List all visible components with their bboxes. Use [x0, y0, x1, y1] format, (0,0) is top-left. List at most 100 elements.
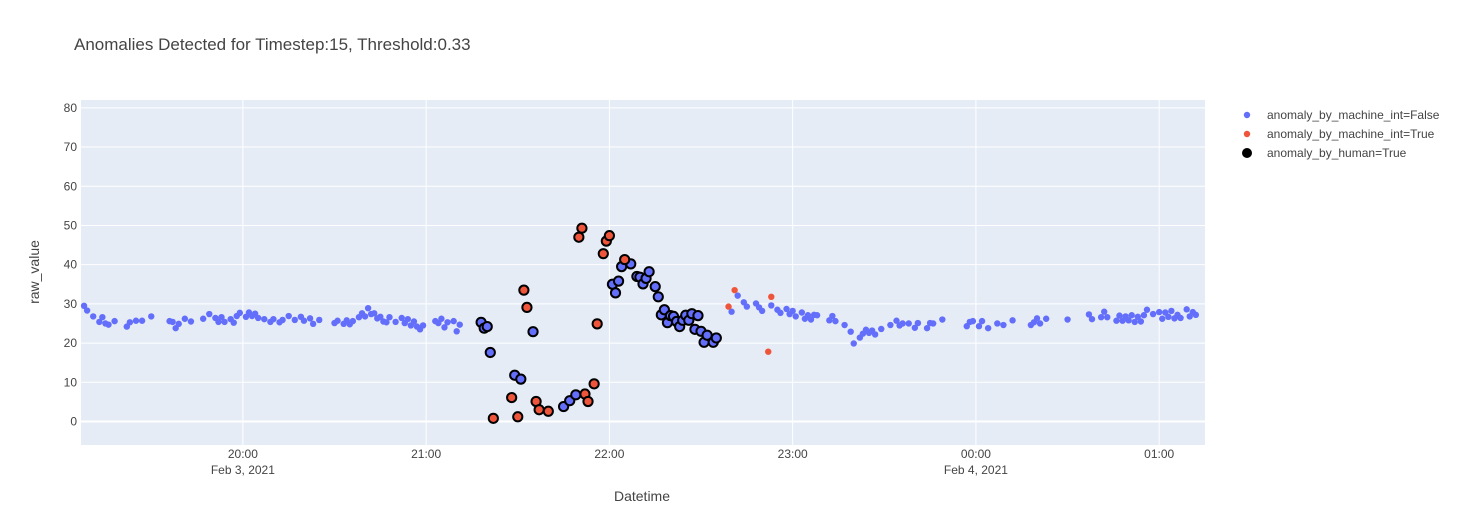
- point-machine-false: [111, 317, 118, 325]
- point-human-anomaly: [481, 321, 493, 333]
- point-machine-false: [438, 315, 445, 322]
- point-machine-false: [392, 318, 399, 326]
- point-machine-false: [361, 313, 369, 320]
- x-tick-date-label: Feb 3, 2021: [211, 463, 275, 477]
- x-tick-label: 01:00: [1144, 447, 1174, 461]
- point-machine-false: [1085, 311, 1093, 318]
- point-machine-false: [1125, 317, 1132, 324]
- point-machine-false: [878, 325, 885, 333]
- point-machine-false: [1104, 313, 1111, 321]
- y-axis-title: raw_value: [26, 240, 42, 304]
- legend-item-machine-false[interactable]: anomaly_by_machine_int=False: [1243, 108, 1440, 122]
- data-points: [80, 222, 1200, 424]
- point-human-anomaly: [573, 231, 585, 243]
- point-machine-false: [1064, 316, 1071, 323]
- point-machine-false: [291, 316, 299, 324]
- point-machine-false: [1159, 315, 1166, 322]
- point-human-anomaly: [652, 291, 664, 303]
- point-machine-false: [829, 312, 836, 320]
- point-machine-false: [975, 323, 983, 330]
- point-machine-false: [847, 328, 854, 335]
- point-human-anomaly: [533, 404, 545, 416]
- legend[interactable]: anomaly_by_machine_int=False anomaly_by_m…: [1242, 108, 1440, 160]
- point-human-anomaly: [603, 230, 616, 242]
- point-human-anomaly: [649, 281, 661, 293]
- point-machine-false: [789, 307, 796, 315]
- point-machine-false: [728, 308, 735, 315]
- point-machine-false: [887, 321, 894, 329]
- point-machine-false: [80, 302, 88, 310]
- point-machine-false: [1143, 306, 1151, 313]
- y-tick-label: 10: [64, 375, 78, 389]
- point-machine-false: [1033, 315, 1041, 322]
- point-machine-false: [187, 318, 195, 325]
- point-machine-false: [1192, 311, 1200, 319]
- point-machine-false: [377, 313, 384, 321]
- point-human-anomaly: [487, 412, 499, 424]
- chart-title: Anomalies Detected for Timestep:15, Thre…: [74, 35, 471, 54]
- point-machine-false: [798, 309, 806, 316]
- point-machine-false: [410, 318, 418, 325]
- point-machine-false: [783, 305, 790, 313]
- point-human-anomaly: [609, 287, 622, 299]
- point-human-anomaly: [692, 310, 704, 322]
- point-machine-false: [969, 317, 977, 325]
- y-tick-label: 70: [64, 140, 78, 154]
- point-machine-false: [254, 314, 262, 322]
- point-machine-false: [1149, 310, 1157, 318]
- point-machine-false: [148, 313, 155, 320]
- point-machine-false: [96, 318, 103, 326]
- point-human-anomaly: [576, 222, 588, 234]
- point-machine-false: [792, 313, 799, 320]
- point-machine-false: [349, 317, 357, 325]
- point-machine-false: [743, 303, 751, 310]
- point-machine-false: [929, 320, 937, 327]
- point-human-anomaly: [527, 326, 539, 338]
- point-machine-false: [419, 322, 427, 329]
- point-machine-false: [1097, 313, 1105, 321]
- point-machine-false: [1088, 315, 1096, 323]
- point-machine-false: [364, 304, 372, 312]
- point-machine-false: [768, 302, 775, 309]
- point-machine-false: [1155, 308, 1163, 316]
- point-machine-true: [731, 286, 738, 294]
- point-machine-false: [456, 321, 463, 328]
- point-machine-false: [1134, 313, 1142, 321]
- point-machine-false: [914, 319, 922, 327]
- point-human-anomaly: [506, 391, 518, 404]
- point-machine-false: [285, 312, 292, 320]
- point-machine-false: [1113, 317, 1120, 324]
- point-machine-false: [261, 315, 268, 323]
- x-tick-label: 23:00: [778, 447, 808, 461]
- point-machine-false: [199, 315, 207, 322]
- point-machine-false: [206, 310, 213, 318]
- point-machine-false: [841, 321, 848, 329]
- point-machine-false: [371, 310, 378, 317]
- point-human-anomaly: [518, 284, 530, 296]
- point-machine-false: [893, 317, 900, 324]
- point-human-anomaly: [710, 332, 722, 344]
- point-machine-false: [1140, 312, 1148, 319]
- point-human-anomaly: [542, 405, 554, 417]
- point-machine-false: [1177, 314, 1184, 322]
- y-tick-label: 20: [64, 336, 78, 350]
- point-machine-false: [306, 315, 314, 322]
- x-tick-label: 21:00: [411, 447, 441, 461]
- x-tick-label: 00:00: [961, 447, 991, 461]
- point-machine-false: [279, 316, 286, 324]
- point-machine-false: [1116, 312, 1123, 319]
- point-machine-false: [105, 321, 112, 328]
- point-machine-false: [832, 317, 839, 325]
- point-machine-false: [899, 320, 906, 327]
- point-machine-false: [169, 318, 176, 326]
- legend-item-machine-true[interactable]: anomaly_by_machine_int=True: [1243, 127, 1435, 141]
- point-machine-false: [905, 320, 912, 327]
- point-machine-false: [813, 312, 821, 319]
- legend-item-human-true[interactable]: anomaly_by_human=True: [1242, 146, 1407, 160]
- point-machine-false: [383, 319, 390, 326]
- point-machine-false: [99, 313, 106, 321]
- point-machine-false: [218, 313, 225, 321]
- point-human-anomaly: [619, 253, 631, 266]
- point-human-anomaly: [591, 318, 603, 330]
